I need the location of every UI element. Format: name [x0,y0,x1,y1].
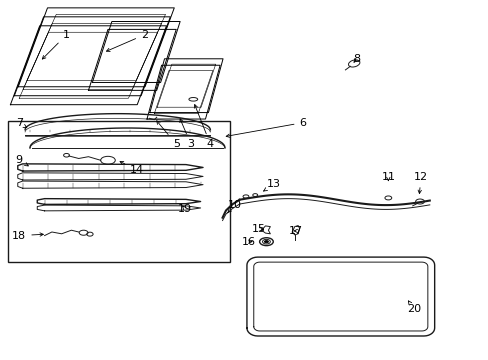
Text: 16: 16 [241,237,255,247]
Text: 6: 6 [226,118,306,138]
Text: 10: 10 [227,200,241,213]
Polygon shape [261,226,270,234]
Text: 19: 19 [178,204,192,214]
Text: 4: 4 [194,104,213,149]
Text: 9: 9 [16,155,28,166]
Text: 2: 2 [106,30,148,51]
Text: 13: 13 [263,179,280,191]
FancyBboxPatch shape [8,121,229,262]
Ellipse shape [264,240,268,243]
Text: 20: 20 [407,301,420,314]
Text: 5: 5 [156,121,180,149]
Text: 3: 3 [180,119,194,149]
Text: 8: 8 [352,54,360,64]
Text: 17: 17 [288,226,302,236]
Text: 7: 7 [16,118,27,128]
Text: 14: 14 [120,162,144,175]
Text: 12: 12 [413,172,427,194]
Polygon shape [292,226,299,235]
Text: 18: 18 [12,231,43,240]
Text: 1: 1 [42,30,70,59]
Text: 15: 15 [252,224,265,234]
Text: 11: 11 [381,172,394,182]
